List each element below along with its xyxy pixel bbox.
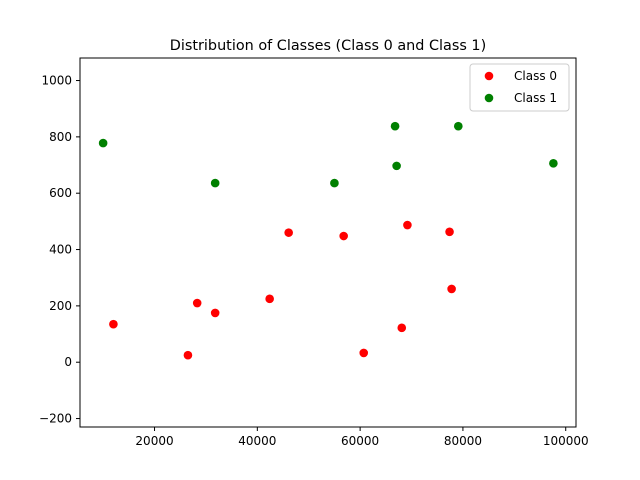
data-point [210, 178, 220, 188]
data-point [549, 159, 558, 168]
y-tick-label: 1000 [41, 74, 72, 88]
legend-label: Class 0 [514, 69, 557, 83]
legend-label: Class 1 [514, 91, 557, 105]
data-point [265, 294, 274, 304]
x-tick-label: 60000 [341, 434, 379, 448]
data-point [453, 121, 463, 131]
y-tick-label: −200 [39, 412, 72, 426]
y-tick-label: 600 [49, 186, 72, 200]
y-tick-label: 800 [49, 130, 72, 144]
x-axis: 20000 40000 60000 80000 100000 [135, 427, 589, 448]
y-tick-label: 200 [49, 299, 72, 313]
data-point [330, 178, 339, 188]
data-point [397, 323, 407, 333]
data-points [98, 121, 558, 360]
data-point [359, 348, 369, 358]
data-point [284, 228, 293, 237]
data-point [392, 161, 401, 171]
data-point [109, 319, 118, 329]
x-tick-label: 40000 [238, 434, 276, 448]
series-0 [109, 220, 456, 360]
y-tick-label: 400 [49, 243, 72, 257]
legend-box [469, 63, 570, 112]
legend: Class 0 Class 1 [469, 63, 570, 112]
chart-title: Distribution of Classes (Class 0 and Cla… [170, 38, 486, 54]
data-point [98, 138, 108, 148]
data-point [447, 284, 456, 294]
legend-marker [484, 71, 494, 81]
y-tick-label: 0 [64, 355, 72, 369]
legend-marker [484, 93, 494, 103]
y-axis: −200 0 200 400 600 800 1000 [39, 74, 80, 426]
data-point [339, 231, 348, 241]
data-point [445, 227, 454, 237]
x-tick-label: 20000 [135, 434, 173, 448]
plot-area [79, 57, 577, 428]
data-point [183, 350, 193, 360]
series-1 [98, 121, 558, 188]
x-tick-label: 80000 [444, 434, 482, 448]
data-point [192, 298, 202, 308]
data-point [390, 121, 400, 131]
data-point [210, 308, 220, 318]
data-point [403, 220, 412, 230]
x-tick-label: 100000 [543, 434, 589, 448]
